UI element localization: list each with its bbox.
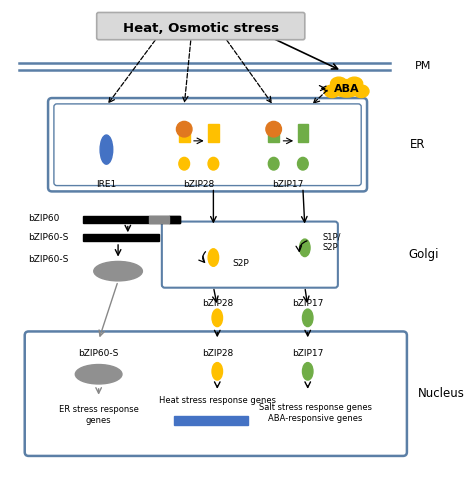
Ellipse shape	[346, 77, 363, 90]
Ellipse shape	[354, 85, 369, 98]
Ellipse shape	[208, 249, 219, 266]
Ellipse shape	[268, 157, 279, 170]
Ellipse shape	[300, 239, 310, 256]
Text: bZIP60-S: bZIP60-S	[28, 255, 69, 264]
Text: S1P/
S2P: S1P/ S2P	[322, 232, 341, 252]
Text: ABA: ABA	[334, 85, 359, 94]
Bar	[174, 416, 248, 425]
Ellipse shape	[94, 261, 142, 281]
Text: ER stress response
genes: ER stress response genes	[59, 405, 138, 425]
Text: S2P: S2P	[233, 259, 250, 268]
Text: bZIP17: bZIP17	[292, 349, 323, 358]
Ellipse shape	[302, 363, 313, 380]
Bar	[208, 124, 219, 142]
Ellipse shape	[298, 157, 308, 170]
Ellipse shape	[330, 77, 347, 90]
Text: bZIP28: bZIP28	[201, 299, 233, 308]
Bar	[298, 124, 308, 142]
Ellipse shape	[302, 309, 313, 327]
Ellipse shape	[179, 157, 190, 170]
Ellipse shape	[212, 309, 222, 327]
FancyBboxPatch shape	[48, 98, 367, 191]
Text: bZIP17: bZIP17	[273, 180, 304, 189]
Ellipse shape	[100, 135, 113, 164]
Text: Golgi: Golgi	[408, 248, 438, 261]
Ellipse shape	[324, 85, 340, 98]
Text: bZIP60-S: bZIP60-S	[28, 233, 69, 242]
Bar	[83, 216, 180, 223]
Text: Heat stress response genes: Heat stress response genes	[159, 396, 276, 405]
Text: Heat, Osmotic stress: Heat, Osmotic stress	[123, 22, 279, 35]
Text: IRE1: IRE1	[96, 180, 117, 189]
Bar	[83, 234, 159, 241]
Text: bZIP60: bZIP60	[28, 214, 60, 223]
Bar	[169, 216, 180, 223]
Ellipse shape	[332, 80, 361, 97]
FancyBboxPatch shape	[97, 13, 305, 40]
Text: bZIP28: bZIP28	[201, 349, 233, 358]
Text: Salt stress response genes
ABA-responsive genes: Salt stress response genes ABA-responsiv…	[259, 403, 372, 423]
Ellipse shape	[266, 121, 282, 137]
Text: PM: PM	[415, 61, 431, 71]
Text: bZIP28: bZIP28	[183, 180, 214, 189]
Text: ER: ER	[410, 138, 425, 151]
Bar	[149, 216, 169, 223]
Text: bZIP60-S: bZIP60-S	[79, 349, 119, 358]
Bar	[179, 124, 190, 142]
Bar	[268, 124, 279, 142]
Ellipse shape	[212, 363, 222, 380]
FancyBboxPatch shape	[25, 331, 407, 456]
FancyBboxPatch shape	[162, 222, 338, 288]
Text: bZIP17: bZIP17	[292, 299, 323, 308]
Ellipse shape	[176, 121, 192, 137]
Text: Nucleus: Nucleus	[418, 387, 465, 400]
Ellipse shape	[75, 365, 122, 384]
Ellipse shape	[208, 157, 219, 170]
